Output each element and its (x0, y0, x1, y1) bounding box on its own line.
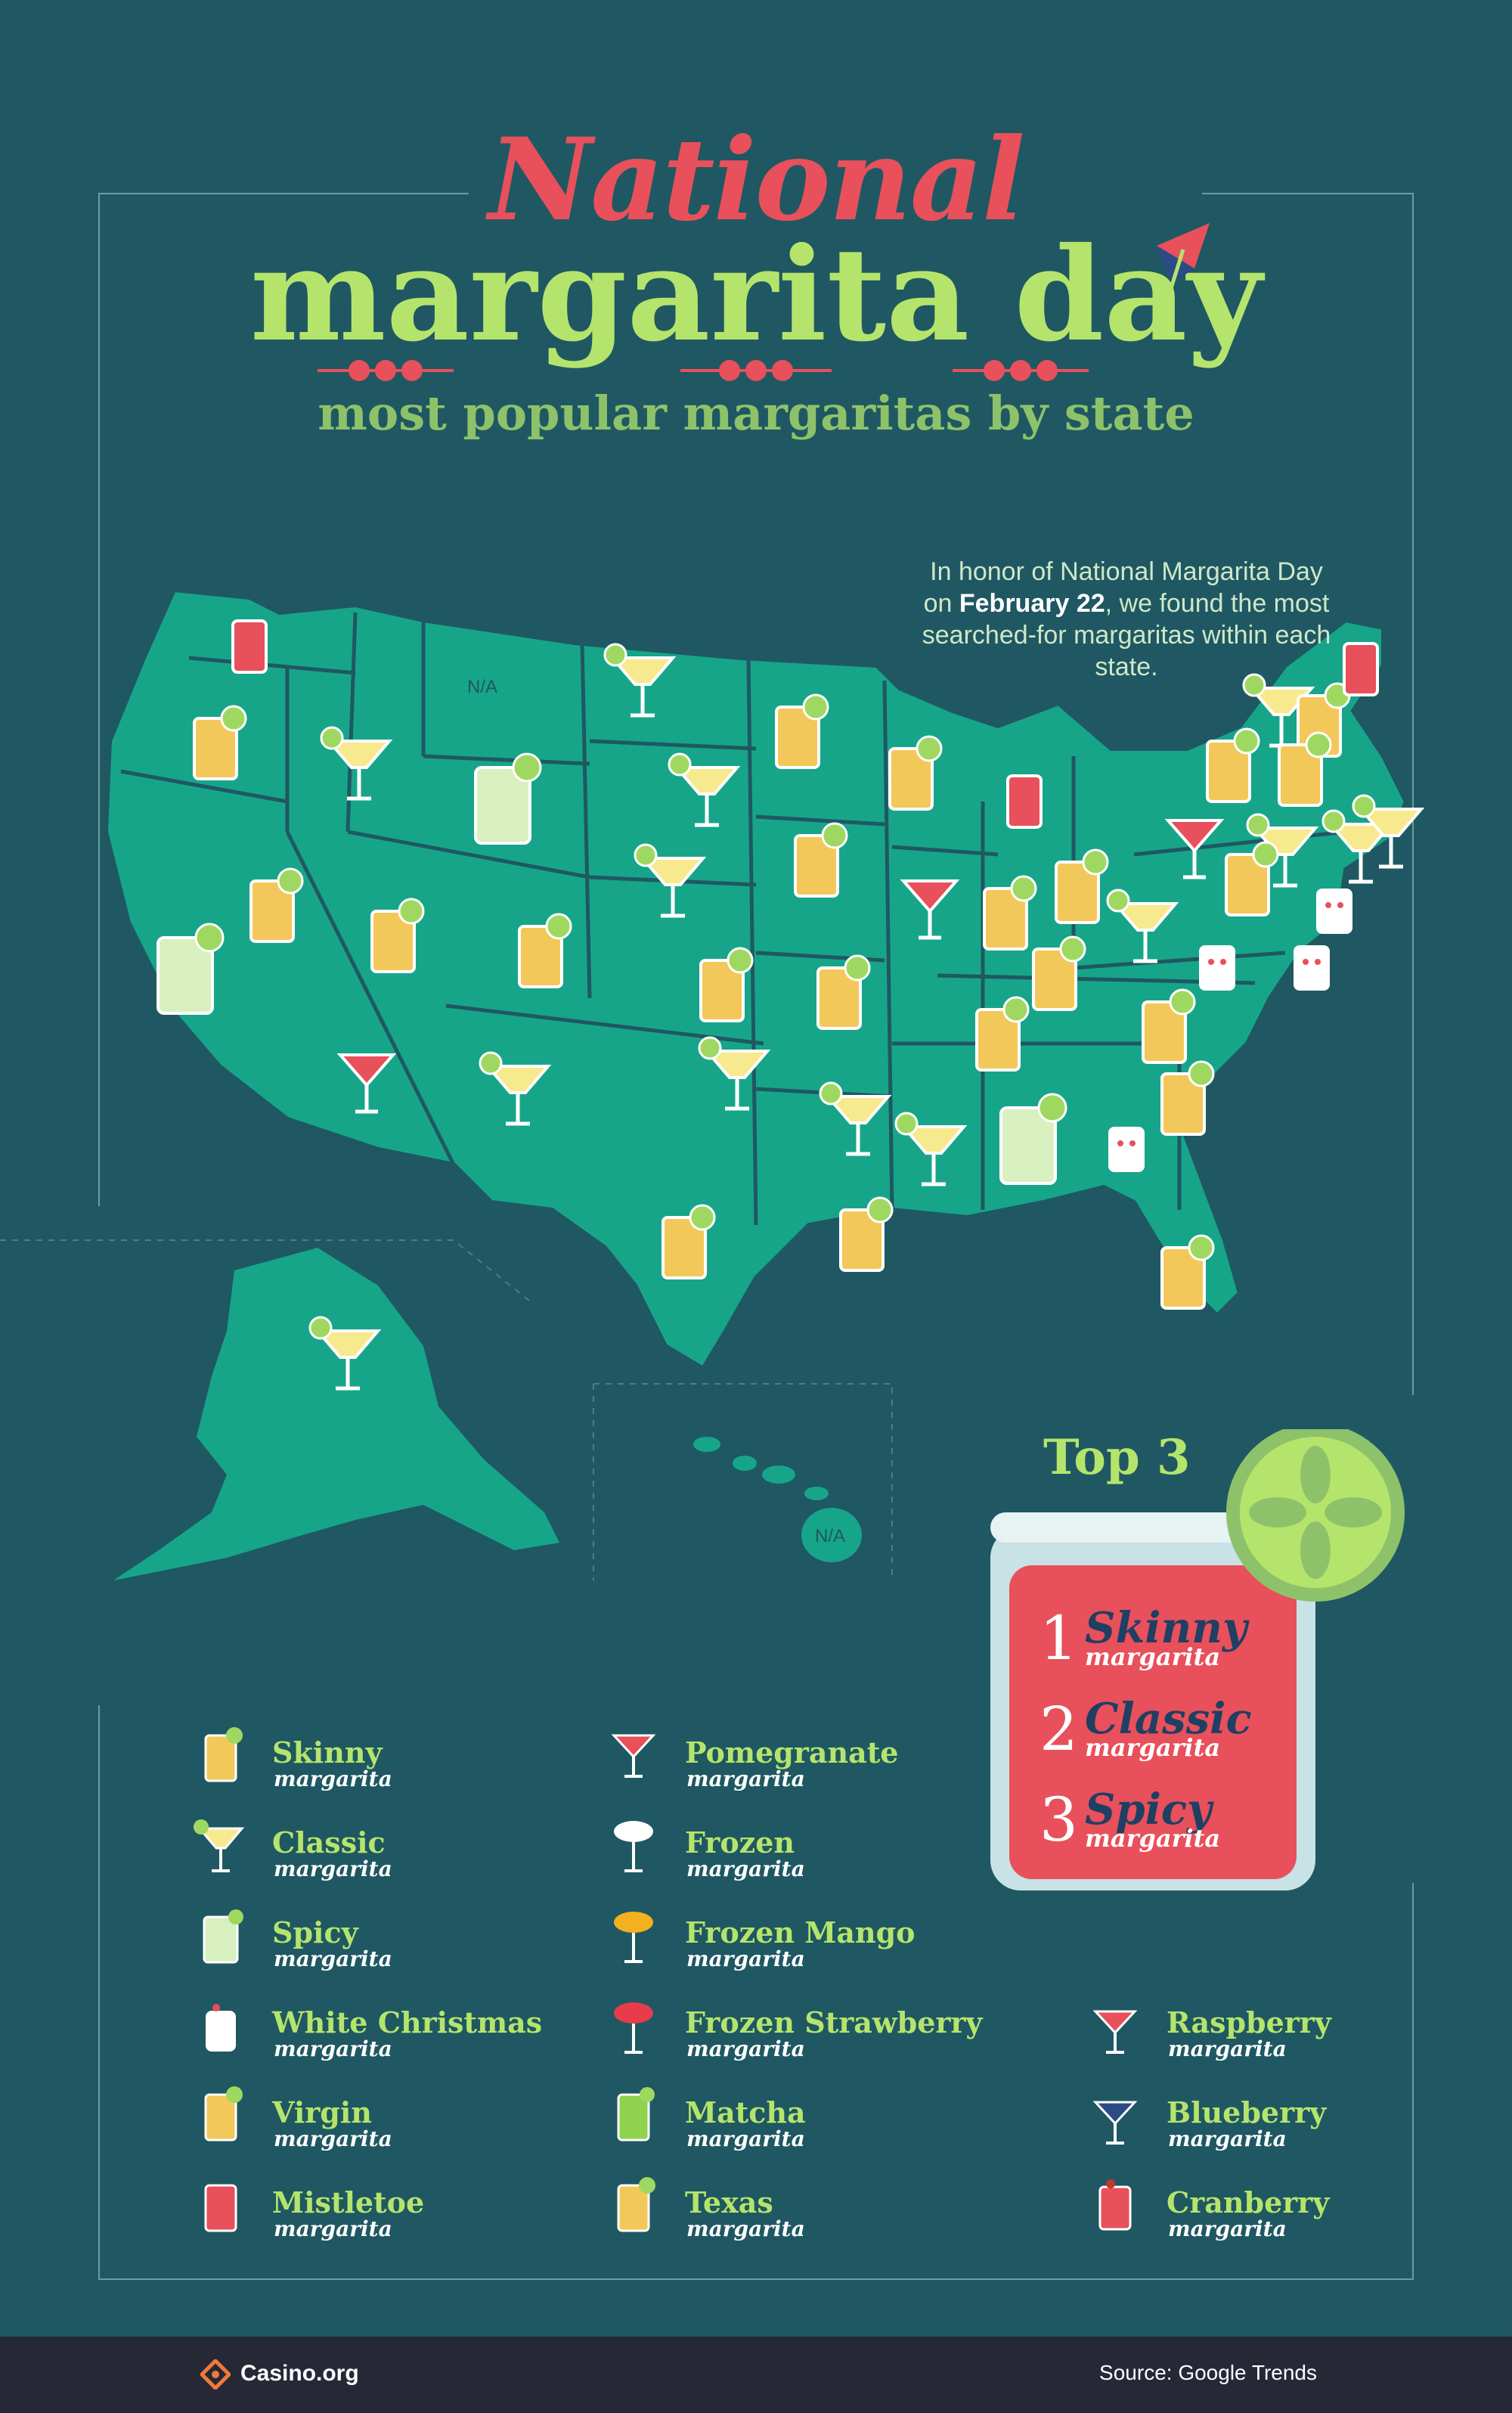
legend-texas-name: Texas (685, 2185, 773, 2219)
footer-source: Source: Google Trends (1099, 2361, 1317, 2384)
top3-title: Top 3 (1043, 1429, 1191, 1486)
legend-raspberry-sub: margarita (1168, 2036, 1287, 2061)
legend-frozen-mango-sub: margarita (686, 1946, 805, 1971)
top3-sub-2: margarita (1085, 1733, 1221, 1762)
na-label-montana: N/A (467, 677, 498, 697)
title-dots-decoration (318, 360, 1089, 381)
legend-spicy-name: Spicy (272, 1915, 358, 1949)
intro-date: February 22 (959, 589, 1105, 618)
top3-rank-1: 1 (1040, 1603, 1078, 1673)
legend-matcha-sub: margarita (686, 2126, 805, 2151)
frame-bottom (98, 2278, 1414, 2280)
legend-mistletoe-name: Mistletoe (272, 2185, 425, 2219)
umbrella-icon (1157, 223, 1210, 311)
intro-text: In honor of National Margarita Day on Fe… (915, 556, 1338, 683)
top3-name-1: Skinny (1085, 1603, 1247, 1653)
legend-virgin: Virgin margarita (272, 2098, 392, 2151)
intro-after: , we found the most searched-for margari… (922, 589, 1331, 681)
legend-frozen-strawberry: Frozen Strawberry margarita (685, 2008, 983, 2061)
legend-skinny-name: Skinny (272, 1735, 383, 1769)
legend-frozen-sub: margarita (686, 1856, 805, 1881)
frame-top-left (98, 193, 469, 194)
frame-top-right (1202, 193, 1414, 194)
footer-brand[interactable]: Casino.org (240, 2361, 359, 2386)
legend-blueberry-sub: margarita (1168, 2126, 1287, 2151)
top3-item-3: 3 Spicy margarita (1040, 1785, 1266, 1860)
top3-rank-2: 2 (1040, 1694, 1078, 1764)
legend-frozen-strawberry-name: Frozen Strawberry (685, 2005, 983, 2039)
legend-frozen: Frozen margarita (685, 1828, 805, 1881)
legend-white-christmas-sub: margarita (274, 2036, 392, 2061)
top3-name-3: Spicy (1085, 1785, 1212, 1835)
legend-classic-sub: margarita (274, 1856, 392, 1881)
legend-pomegranate-sub: margarita (686, 1766, 805, 1791)
legend-white-christmas-name: White Christmas (272, 2005, 543, 2039)
title-national: National (488, 113, 1025, 247)
legend-cranberry-sub: margarita (1168, 2216, 1287, 2241)
top3-name-2: Classic (1085, 1694, 1252, 1744)
legend-raspberry-name: Raspberry (1167, 2005, 1331, 2039)
legend-pomegranate-name: Pomegranate (685, 1735, 899, 1769)
legend-blueberry: Blueberry margarita (1167, 2098, 1326, 2151)
legend-texas: Texas margarita (685, 2188, 805, 2241)
na-label-hawaii: N/A (815, 1526, 846, 1546)
top3-item-1: 1 Skinny margarita (1040, 1603, 1266, 1679)
top3-glass (990, 1429, 1405, 1890)
frame-left (98, 193, 100, 1206)
legend-frozen-mango: Frozen Mango margarita (685, 1918, 916, 1971)
legend-pomegranate: Pomegranate margarita (685, 1738, 898, 1791)
legend-matcha: Matcha margarita (685, 2098, 806, 2151)
frame-bottom-right (1412, 1883, 1414, 2280)
legend-spicy-sub: margarita (274, 1946, 392, 1971)
legend-classic-name: Classic (272, 1825, 386, 1859)
frame-right (1412, 193, 1414, 1395)
legend-cranberry: Cranberry margarita (1167, 2188, 1329, 2241)
subtitle: most popular margaritas by state (318, 386, 1194, 441)
frame-bottom-left (98, 1705, 100, 2280)
top3-sub-1: margarita (1085, 1642, 1221, 1671)
title-margarita-day: margarita day (249, 219, 1263, 371)
top3-sub-3: margarita (1085, 1824, 1221, 1853)
casino-logo-icon (200, 2359, 231, 2390)
legend-classic: Classic margarita (272, 1828, 392, 1881)
legend-raspberry: Raspberry margarita (1167, 2008, 1331, 2061)
legend-skinny-sub: margarita (274, 1766, 392, 1791)
legend-spicy: Spicy margarita (272, 1918, 392, 1971)
top3-rank-3: 3 (1040, 1785, 1078, 1855)
top3-item-2: 2 Classic margarita (1040, 1694, 1266, 1769)
legend-blueberry-name: Blueberry (1167, 2095, 1327, 2129)
footer: Casino.org Source: Google Trends (0, 2337, 1512, 2413)
legend-white-christmas: White Christmas margarita (272, 2008, 542, 2061)
legend-mistletoe-sub: margarita (274, 2216, 392, 2241)
legend-skinny: Skinny margarita (272, 1738, 392, 1791)
legend-frozen-name: Frozen (685, 1825, 795, 1859)
legend-matcha-name: Matcha (685, 2095, 806, 2129)
legend-virgin-name: Virgin (272, 2095, 372, 2129)
legend-mistletoe: Mistletoe margarita (272, 2188, 424, 2241)
map-margarita-icons (156, 619, 1512, 1588)
us-map (0, 590, 1406, 1580)
legend-texas-sub: margarita (686, 2216, 805, 2241)
legend-virgin-sub: margarita (274, 2126, 392, 2151)
legend-cranberry-name: Cranberry (1167, 2185, 1330, 2219)
legend-frozen-mango-name: Frozen Mango (685, 1915, 916, 1949)
legend-frozen-strawberry-sub: margarita (686, 2036, 805, 2061)
intro-before: In honor of National Margarita Day on (923, 557, 1323, 618)
